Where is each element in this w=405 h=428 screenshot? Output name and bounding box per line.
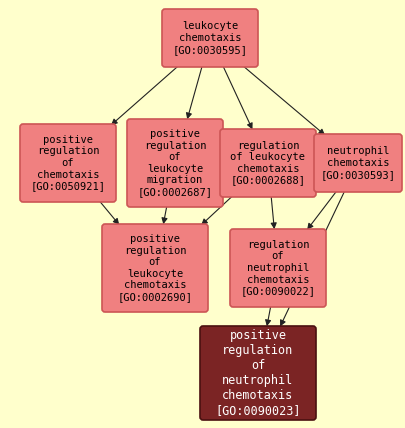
FancyBboxPatch shape — [313, 134, 401, 192]
Text: positive
regulation
of
leukocyte
migration
[GO:0002687]: positive regulation of leukocyte migrati… — [137, 129, 212, 197]
FancyBboxPatch shape — [20, 124, 116, 202]
Text: positive
regulation
of
leukocyte
chemotaxis
[GO:0002690]: positive regulation of leukocyte chemota… — [117, 234, 192, 302]
Text: regulation
of
neutrophil
chemotaxis
[GO:0090022]: regulation of neutrophil chemotaxis [GO:… — [240, 240, 315, 296]
Text: positive
regulation
of
chemotaxis
[GO:0050921]: positive regulation of chemotaxis [GO:00… — [30, 135, 105, 191]
FancyBboxPatch shape — [127, 119, 222, 207]
FancyBboxPatch shape — [102, 224, 207, 312]
Text: neutrophil
chemotaxis
[GO:0030593]: neutrophil chemotaxis [GO:0030593] — [320, 146, 394, 180]
FancyBboxPatch shape — [220, 129, 315, 197]
Text: regulation
of leukocyte
chemotaxis
[GO:0002688]: regulation of leukocyte chemotaxis [GO:0… — [230, 141, 305, 185]
FancyBboxPatch shape — [162, 9, 257, 67]
Text: positive
regulation
of
neutrophil
chemotaxis
[GO:0090023]: positive regulation of neutrophil chemot… — [215, 329, 300, 417]
Text: leukocyte
chemotaxis
[GO:0030595]: leukocyte chemotaxis [GO:0030595] — [172, 21, 247, 55]
FancyBboxPatch shape — [230, 229, 325, 307]
FancyBboxPatch shape — [200, 326, 315, 420]
